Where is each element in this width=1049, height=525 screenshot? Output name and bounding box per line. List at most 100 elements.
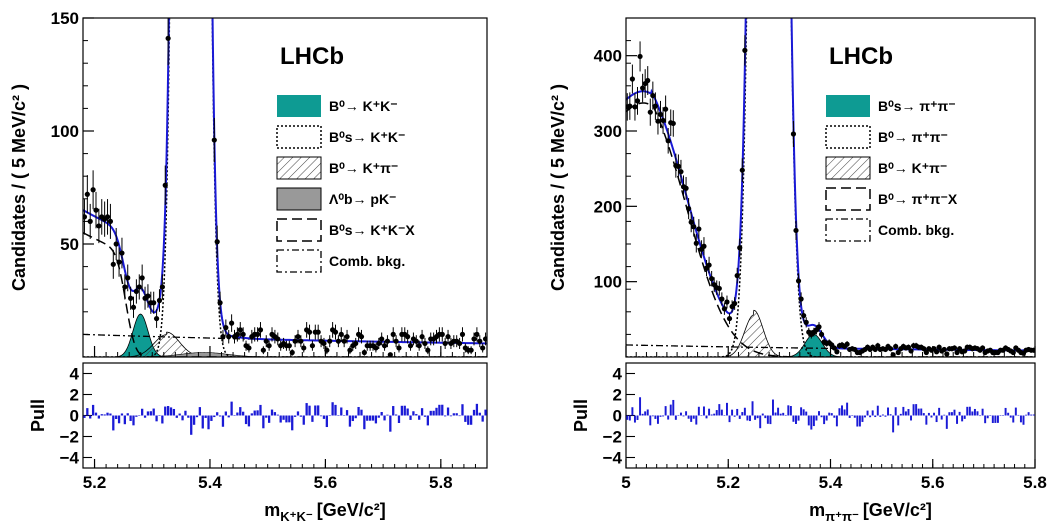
- pull-bar: [759, 415, 762, 429]
- pull-bar: [784, 414, 787, 416]
- data-point: [229, 320, 235, 326]
- pull-bar: [392, 406, 395, 416]
- pull-bar: [733, 415, 736, 417]
- pull-bar: [363, 415, 366, 430]
- pull-bar: [317, 405, 320, 416]
- data-point: [344, 334, 350, 340]
- pull-bar: [1017, 414, 1020, 416]
- pull-bar: [429, 410, 432, 416]
- pull-bar: [195, 415, 199, 418]
- pull-bar: [265, 415, 268, 418]
- data-point: [663, 106, 669, 112]
- pull-bar: [751, 401, 754, 416]
- pull-bar: [1022, 415, 1025, 425]
- pull-bar: [394, 414, 398, 416]
- pull-bar: [371, 415, 375, 421]
- pull-bar: [259, 404, 262, 416]
- data-point: [650, 92, 656, 99]
- pull-bar: [293, 415, 297, 417]
- data-point: [338, 331, 344, 337]
- data-point: [84, 191, 90, 197]
- legend-swatch-teal: [826, 95, 870, 117]
- data-point: [379, 336, 385, 342]
- pull-bar: [1032, 414, 1035, 416]
- pull-bar: [749, 415, 751, 422]
- data-point: [214, 239, 220, 245]
- data-point: [660, 117, 666, 124]
- pull-bar: [902, 406, 905, 416]
- pull-bar: [141, 408, 144, 416]
- pull-bar: [818, 411, 820, 416]
- pull-bar: [158, 415, 161, 416]
- data-point: [1010, 349, 1016, 356]
- data-point: [844, 341, 850, 347]
- data-point: [1031, 347, 1035, 353]
- pull-bar: [935, 415, 938, 423]
- data-point: [706, 262, 712, 268]
- pull-bar: [825, 415, 828, 421]
- x-tick-label: 5.6: [921, 473, 945, 492]
- pull-bar: [230, 401, 233, 416]
- pull-bar: [892, 415, 895, 433]
- pull-bar: [692, 415, 695, 419]
- pull-bar: [112, 415, 115, 431]
- data-point: [683, 185, 689, 191]
- pull-bar: [731, 409, 734, 416]
- pull-bar: [963, 415, 966, 419]
- x-axis-label: mK⁺K⁻ [GeV/c²]: [264, 500, 386, 524]
- data-point: [405, 334, 411, 340]
- pull-bar: [432, 410, 435, 416]
- pull-bar: [244, 415, 248, 425]
- pull-bar: [986, 415, 989, 419]
- pull-bar: [322, 415, 326, 419]
- pull-bar: [239, 407, 242, 416]
- data-point: [217, 300, 223, 306]
- data-point: [724, 299, 730, 305]
- data-point: [645, 77, 651, 84]
- data-point: [627, 103, 633, 109]
- data-point: [361, 349, 367, 356]
- data-point: [153, 315, 160, 322]
- data-point: [456, 340, 463, 347]
- pull-bar: [178, 413, 181, 416]
- pull-bar: [887, 407, 889, 416]
- y-tick-label: 400: [594, 47, 622, 66]
- pull-bar: [172, 408, 176, 416]
- data-point: [125, 275, 131, 281]
- y-axis-label: Candidates / ( 5 MeV/c² ): [548, 84, 568, 291]
- pull-bar: [738, 415, 741, 419]
- data-point: [686, 205, 692, 212]
- pull-bar: [927, 412, 930, 416]
- pull-bar: [871, 410, 874, 416]
- pull-bar: [889, 414, 892, 416]
- pull-bar: [106, 412, 109, 416]
- data-point: [675, 163, 682, 170]
- pull-bar: [843, 409, 846, 416]
- pull-bar: [279, 415, 282, 423]
- data-point: [640, 85, 646, 91]
- pull-bar: [961, 415, 964, 422]
- pull-bar: [766, 415, 769, 424]
- data-point: [413, 338, 419, 344]
- pull-bar: [455, 413, 458, 416]
- main-plot-frame: [82, 17, 488, 358]
- pull-bar: [856, 415, 859, 427]
- pull-bar: [649, 415, 652, 426]
- data-point: [818, 331, 825, 337]
- data-point: [260, 347, 266, 353]
- data-point: [237, 327, 243, 333]
- right-panel-pipi: 5 5.2 5.4 5.6 5.8 100 200 300 400 Candidates / ( …: [548, 17, 1047, 524]
- pull-bar: [273, 412, 277, 416]
- pull-bar: [764, 415, 767, 419]
- pull-bar: [628, 415, 631, 421]
- pull-bar: [380, 412, 383, 416]
- pull-bar: [672, 399, 675, 416]
- pull-bar: [797, 415, 800, 421]
- pull-bar: [938, 407, 941, 416]
- data-point: [933, 349, 940, 355]
- pull-bar: [117, 415, 121, 424]
- data-point: [136, 284, 142, 290]
- y-tick-label: 150: [51, 9, 79, 28]
- pull-bar: [795, 415, 797, 424]
- pull-bar: [700, 415, 703, 417]
